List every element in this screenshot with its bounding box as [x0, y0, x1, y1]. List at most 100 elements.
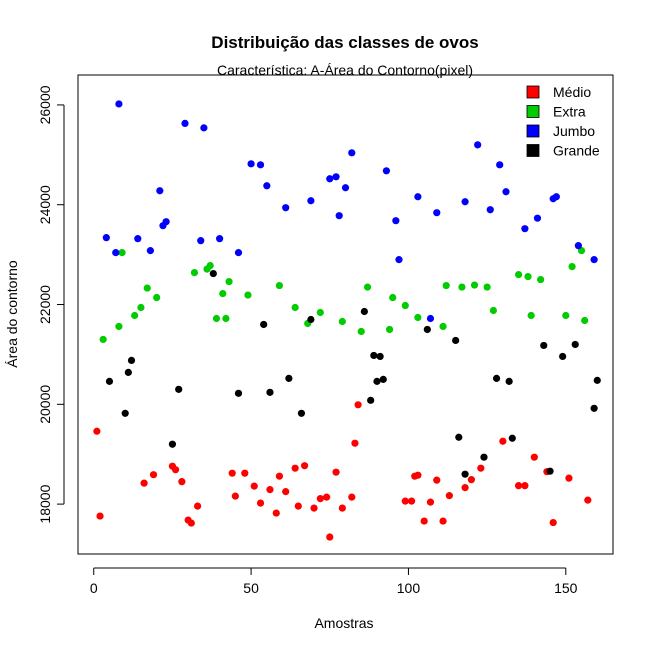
data-point	[206, 262, 214, 270]
y-tick-label: 26000	[37, 85, 53, 124]
data-point	[178, 478, 186, 486]
data-point	[467, 476, 475, 484]
data-point	[275, 472, 284, 480]
data-point	[593, 376, 601, 384]
data-point	[234, 389, 243, 397]
data-point	[143, 284, 151, 292]
data-point	[250, 482, 258, 490]
data-point	[477, 464, 485, 472]
data-point	[470, 281, 479, 289]
x-tick-label: 100	[397, 580, 421, 596]
data-point	[162, 218, 170, 226]
data-point	[291, 303, 299, 312]
legend-swatch	[526, 124, 540, 138]
data-point	[351, 439, 359, 447]
data-point	[282, 488, 290, 496]
legend-swatch	[526, 105, 540, 118]
data-point	[458, 283, 466, 291]
data-point	[452, 336, 460, 345]
data-point	[360, 307, 368, 316]
data-point	[581, 316, 589, 325]
data-point	[367, 396, 375, 404]
data-point	[505, 377, 513, 385]
data-point	[285, 374, 293, 382]
data-point	[348, 149, 356, 157]
data-point	[590, 256, 598, 264]
data-point	[316, 495, 324, 503]
data-point	[571, 340, 579, 349]
data-point	[323, 493, 331, 501]
data-point	[499, 437, 507, 445]
data-point	[474, 141, 482, 149]
data-point	[326, 533, 334, 541]
data-point	[93, 427, 101, 435]
data-point	[445, 492, 453, 500]
data-point	[348, 493, 356, 501]
data-point	[414, 193, 422, 201]
data-point	[559, 352, 567, 361]
legend-label: Grande	[553, 143, 600, 159]
y-axis-label: Área do contorno	[4, 260, 20, 368]
data-point	[300, 462, 309, 470]
data-point	[521, 225, 529, 233]
data-point	[433, 209, 441, 217]
data-point	[492, 374, 501, 382]
data-point	[282, 204, 290, 212]
data-point	[134, 235, 142, 243]
data-point	[540, 341, 548, 350]
data-point	[562, 311, 570, 320]
data-point	[338, 504, 346, 512]
data-point	[389, 293, 397, 302]
data-point	[335, 212, 343, 220]
data-point	[508, 434, 516, 442]
data-point	[420, 517, 428, 525]
data-point	[225, 277, 233, 286]
data-point	[216, 235, 224, 243]
data-point	[486, 206, 494, 214]
data-point	[140, 479, 148, 487]
data-point	[115, 322, 123, 331]
data-point	[533, 214, 542, 222]
data-point	[241, 469, 249, 477]
data-point	[209, 269, 217, 278]
data-point	[332, 468, 340, 476]
x-axis-label: Amostras	[314, 615, 373, 631]
data-point	[338, 317, 346, 326]
legend-label: Médio	[553, 84, 591, 100]
data-point	[291, 464, 299, 472]
data-point	[112, 249, 120, 257]
x-tick-label: 50	[243, 580, 259, 596]
data-point	[423, 325, 431, 334]
data-point	[521, 482, 529, 490]
data-point	[175, 385, 183, 393]
data-point	[99, 335, 107, 344]
data-point	[297, 409, 306, 417]
data-point	[263, 182, 271, 190]
data-point	[376, 352, 384, 361]
data-point	[168, 440, 177, 448]
data-point	[514, 270, 523, 279]
data-point	[146, 247, 154, 255]
x-tick-label: 0	[90, 580, 98, 596]
data-point	[115, 100, 123, 108]
data-point	[102, 234, 110, 242]
data-point	[96, 512, 104, 520]
data-point	[401, 497, 409, 505]
data-point	[127, 356, 136, 365]
data-point	[357, 327, 365, 336]
data-point	[156, 187, 164, 195]
legend-swatch	[526, 85, 540, 99]
data-point	[234, 249, 243, 257]
x-axis: 0 50 100 150	[90, 567, 578, 596]
data-point	[439, 322, 447, 331]
data-point	[590, 404, 598, 412]
data-point	[584, 496, 592, 504]
data-point	[537, 275, 545, 284]
data-point	[256, 499, 265, 507]
data-point	[379, 375, 387, 383]
data-point	[190, 268, 199, 277]
data-point	[197, 237, 205, 245]
chart-subtitle: Característica: A-Área do Contorno(pixel…	[217, 62, 473, 78]
data-point	[326, 175, 334, 183]
